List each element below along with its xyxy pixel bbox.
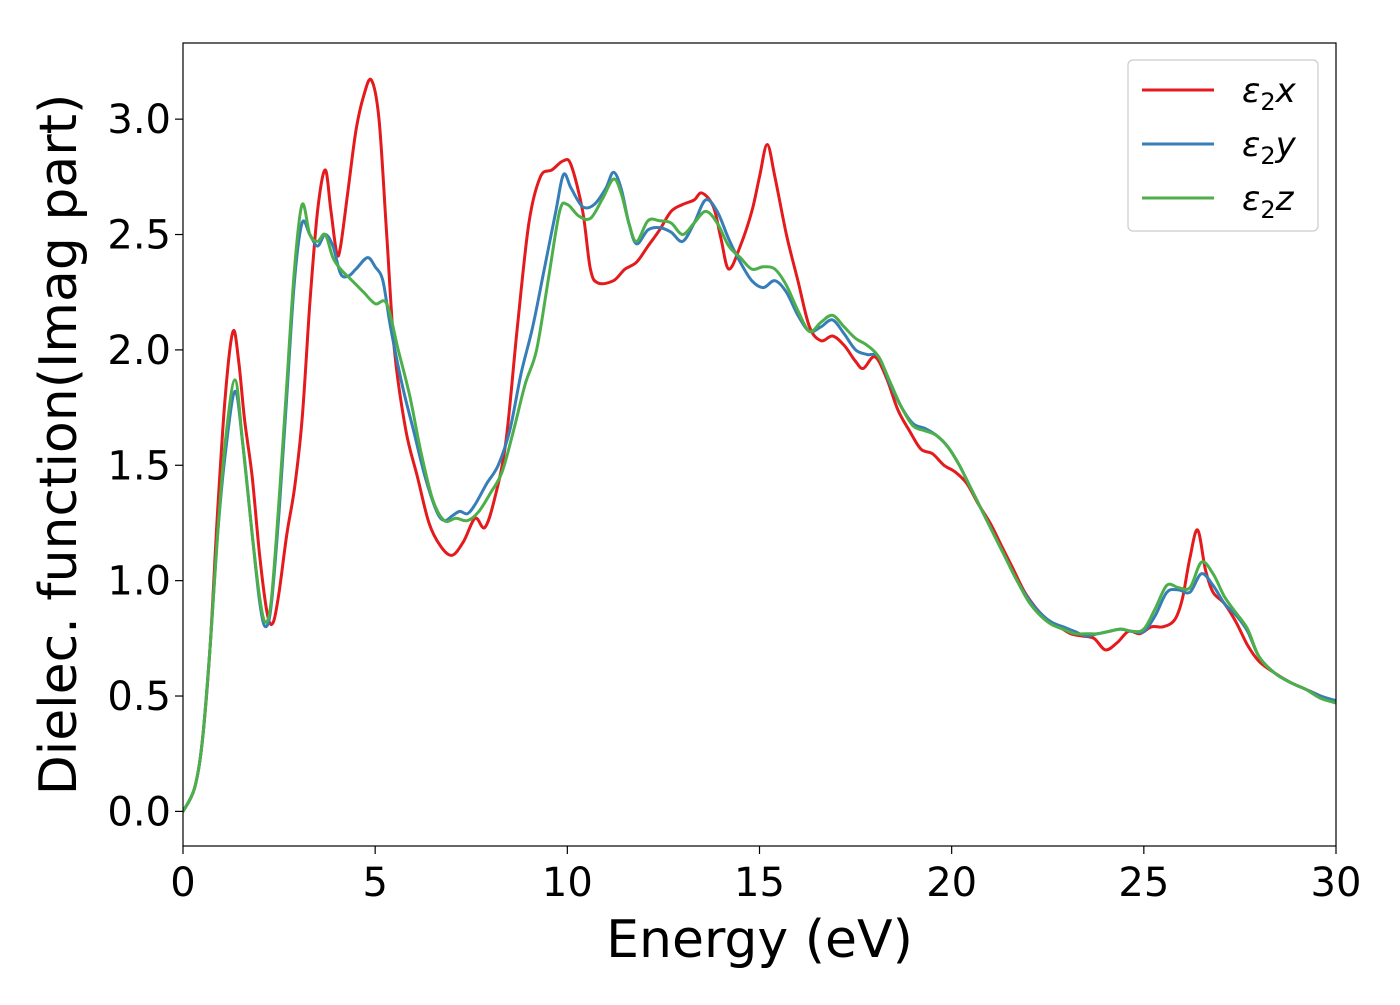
legend-label-z: ε2z [1242, 179, 1295, 224]
legend: ε2x ε2y ε2z [1127, 59, 1319, 232]
x-axis-label: Energy (eV) [606, 910, 913, 970]
y-tick-label: 1.0 [107, 559, 171, 605]
y-tick-label: 0.0 [107, 789, 171, 835]
y-tick-label: 2.0 [107, 328, 171, 374]
x-tick-label: 15 [734, 860, 785, 906]
legend-label-x: ε2x [1242, 71, 1297, 116]
legend-label-y: ε2y [1242, 125, 1297, 170]
y-tick-label: 3.0 [107, 97, 171, 143]
x-tick-label: 25 [1118, 860, 1169, 906]
series-line-x [183, 77, 1336, 813]
y-axis: 0.0 0.5 1.0 1.5 2.0 2.5 3.0 [107, 97, 183, 835]
series-line-z [183, 177, 1336, 813]
y-axis-label: Dielec. function(Imag part) [29, 94, 89, 796]
series-layer [183, 77, 1336, 813]
legend-box [1127, 59, 1319, 232]
y-tick-label: 2.5 [107, 213, 171, 259]
x-tick-label: 5 [362, 860, 387, 906]
x-tick-label: 0 [170, 860, 195, 906]
y-tick-label: 1.5 [107, 443, 171, 489]
x-tick-label: 30 [1311, 860, 1362, 906]
x-tick-label: 10 [542, 860, 593, 906]
x-axis: 0 5 10 15 20 25 30 [170, 846, 1361, 906]
y-tick-label: 0.5 [107, 674, 171, 720]
x-tick-label: 20 [926, 860, 977, 906]
